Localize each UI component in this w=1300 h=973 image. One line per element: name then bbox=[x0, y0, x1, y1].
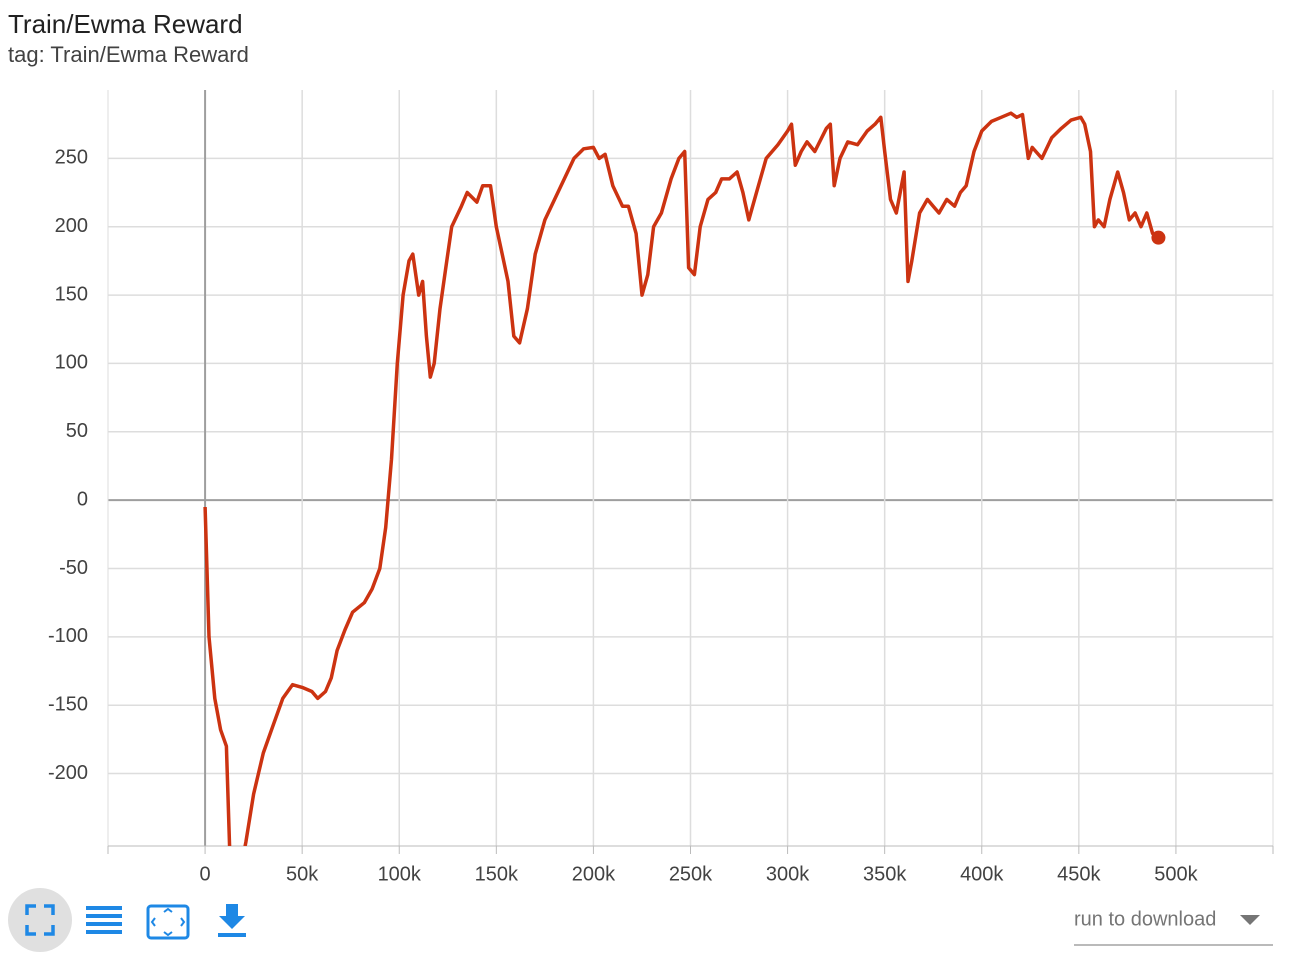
dropdown-label: run to download bbox=[1074, 908, 1216, 930]
y-tick-label: 100 bbox=[55, 352, 88, 374]
run-dropdown[interactable]: run to download bbox=[1074, 908, 1273, 946]
grid bbox=[108, 90, 1273, 846]
end-point bbox=[1151, 230, 1166, 245]
y-tick-label: 200 bbox=[55, 215, 88, 237]
x-tick-label: 50k bbox=[286, 863, 319, 885]
toolbar bbox=[8, 888, 246, 952]
x-tick-label: 0 bbox=[200, 863, 211, 885]
y-tick-label: -100 bbox=[48, 625, 88, 647]
line bbox=[203, 111, 1160, 846]
x-tick-label: 100k bbox=[378, 863, 422, 885]
download-button[interactable] bbox=[218, 904, 246, 937]
fullscreen-icon bbox=[25, 904, 55, 936]
x-tick-label: 500k bbox=[1154, 863, 1198, 885]
x-tick-label: 250k bbox=[669, 863, 713, 885]
plot-area bbox=[203, 111, 1166, 846]
x-tick-label: 400k bbox=[960, 863, 1004, 885]
y-tick-label: -200 bbox=[48, 762, 88, 784]
y-tick-label: -150 bbox=[48, 693, 88, 715]
fit-domain-button[interactable] bbox=[146, 904, 190, 940]
x-tick-label: 450k bbox=[1057, 863, 1101, 885]
y-tick-label: 250 bbox=[55, 147, 88, 169]
y-tick-label: 0 bbox=[77, 488, 88, 510]
x-tick-label: 200k bbox=[572, 863, 616, 885]
x-tick-label: 350k bbox=[863, 863, 907, 885]
x-tick-label: 150k bbox=[475, 863, 519, 885]
y-tick-label: 150 bbox=[55, 283, 88, 305]
dropdown-arrow bbox=[1240, 915, 1260, 925]
y-tick-label: -50 bbox=[59, 557, 88, 579]
y-tick-label: 50 bbox=[66, 420, 88, 442]
chart-subtitle: tag: Train/Ewma Reward bbox=[8, 42, 249, 67]
x-tick-label: 300k bbox=[766, 863, 810, 885]
log-scale-button[interactable] bbox=[86, 906, 122, 934]
chart-title: Train/Ewma Reward bbox=[8, 9, 243, 39]
fullscreen-button[interactable] bbox=[8, 888, 72, 952]
